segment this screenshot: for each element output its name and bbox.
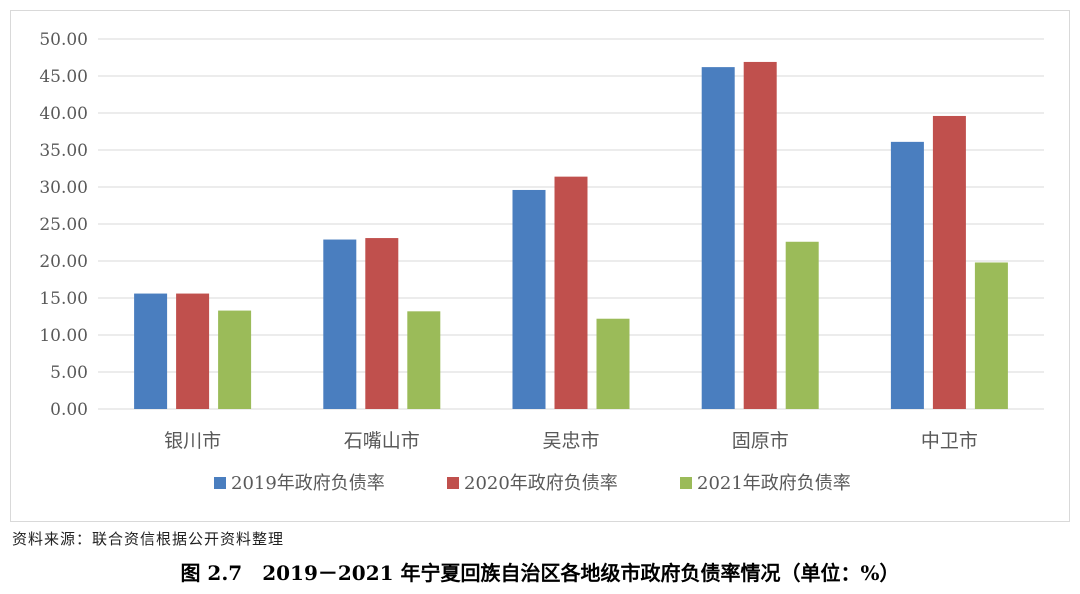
x-category-label: 石嘴山市 <box>344 430 420 452</box>
y-tick-label: 45.00 <box>39 67 88 87</box>
figure-caption: 图 2.7 2019－2021 年宁夏回族自治区各地级市政府负债率情况（单位：%… <box>180 561 900 585</box>
y-tick-label: 30.00 <box>39 178 88 198</box>
x-category-label: 吴忠市 <box>542 430 599 452</box>
bar-3-4 <box>785 241 819 409</box>
source-note: 资料来源：联合资信根据公开资料整理 <box>12 530 285 548</box>
bar-1-5 <box>890 141 924 410</box>
x-category-label: 银川市 <box>164 430 221 452</box>
legend-label: 2020年政府负债率 <box>464 473 618 494</box>
legend-swatch <box>214 477 226 489</box>
bar-2-3 <box>554 176 588 409</box>
y-tick-label: 15.00 <box>39 289 88 309</box>
bar-3-2 <box>407 311 441 409</box>
bar-3-3 <box>596 318 630 409</box>
bar-2-1 <box>176 293 210 409</box>
bar-1-1 <box>134 293 168 409</box>
y-tick-label: 40.00 <box>39 104 88 124</box>
bar-2-2 <box>365 238 399 409</box>
bar-chart: 0.00 5.00 10.00 15.00 20.00 25.00 30.00 35.00 40… <box>39 30 1044 494</box>
y-tick-label: 0.00 <box>50 400 88 420</box>
y-tick-label: 50.00 <box>39 30 88 50</box>
bar-3-5 <box>974 262 1008 409</box>
x-category-label: 固原市 <box>732 430 789 452</box>
y-tick-label: 5.00 <box>50 363 88 383</box>
bar-2-5 <box>932 115 966 410</box>
y-tick-label: 10.00 <box>39 326 88 346</box>
bar-3-1 <box>218 310 252 409</box>
x-category-label: 中卫市 <box>921 430 978 452</box>
y-tick-label: 35.00 <box>39 141 88 161</box>
chart-frame: 0.00 5.00 10.00 15.00 20.00 25.00 30.00 35.00 40… <box>10 10 1070 522</box>
legend-swatch <box>447 477 459 489</box>
bar-1-4 <box>701 67 735 409</box>
bar-1-3 <box>512 189 546 409</box>
bar-2-4 <box>743 61 777 409</box>
bar-1-2 <box>323 239 357 409</box>
legend-label: 2019年政府负债率 <box>231 473 385 494</box>
legend-label: 2021年政府负债率 <box>697 473 851 494</box>
y-tick-label: 25.00 <box>39 215 88 235</box>
y-tick-label: 20.00 <box>39 252 88 272</box>
legend-swatch <box>680 477 692 489</box>
